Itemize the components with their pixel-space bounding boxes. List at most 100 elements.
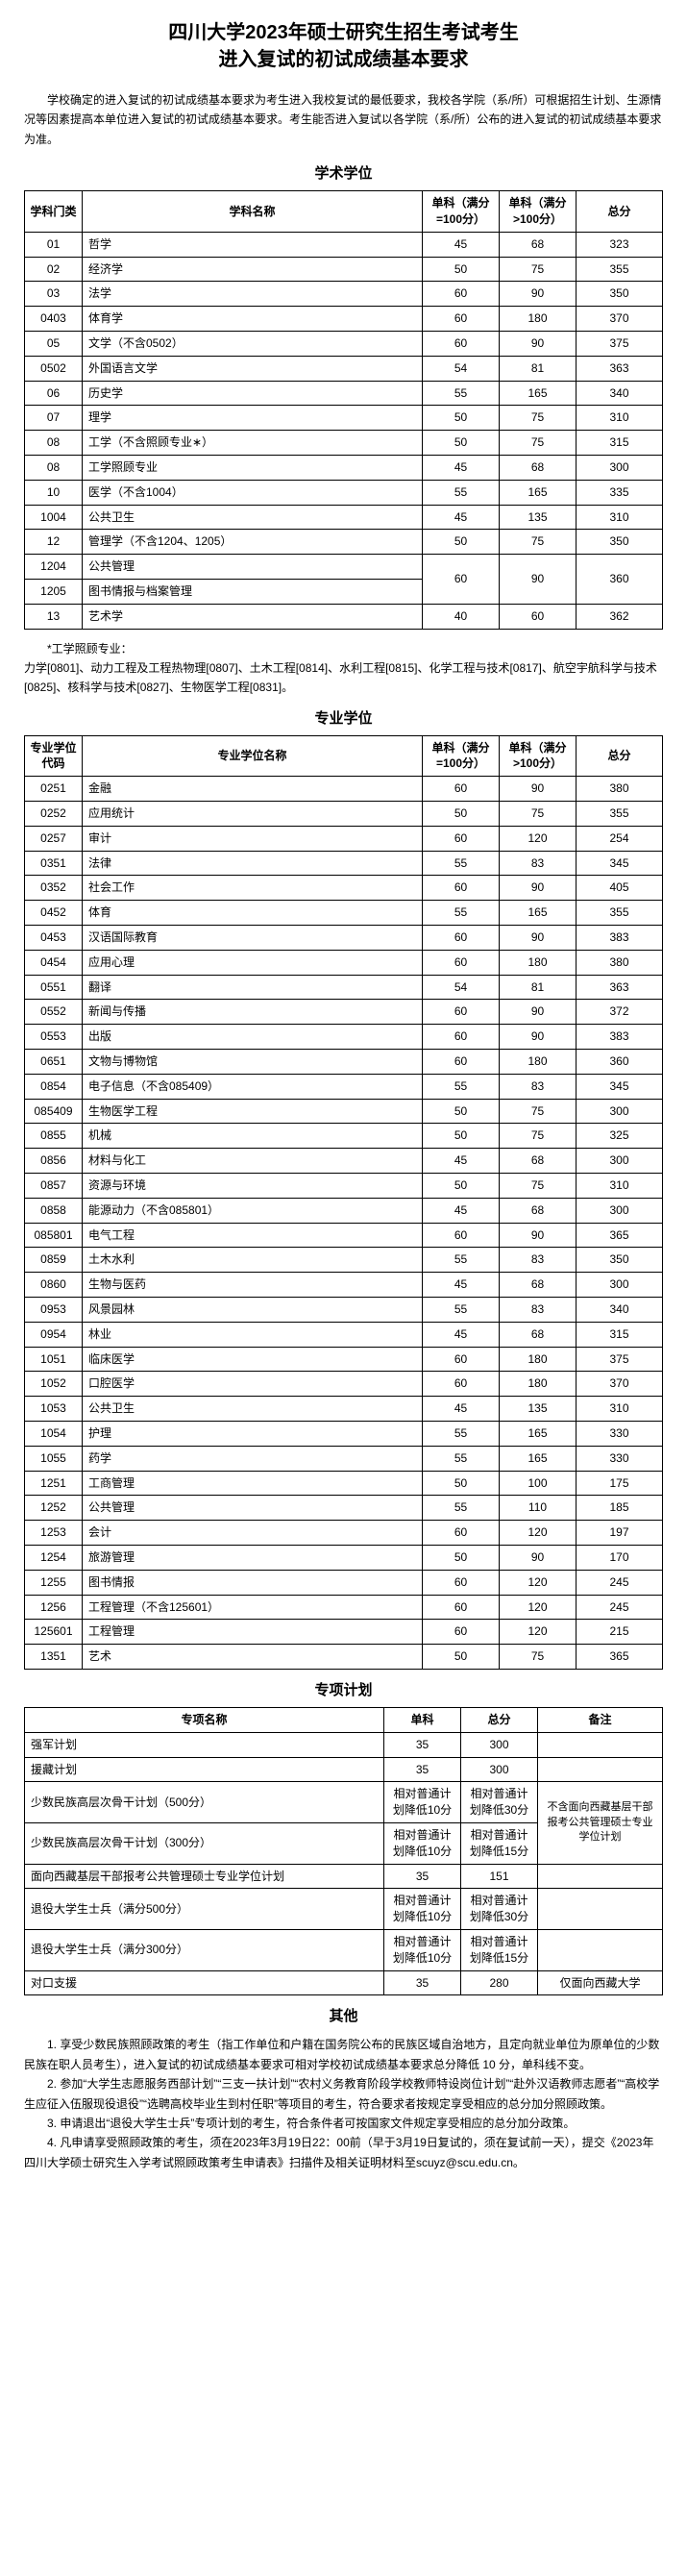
cell-s1: 45 bbox=[423, 1198, 500, 1223]
cell-remark bbox=[538, 1889, 663, 1930]
cell-name: 会计 bbox=[83, 1521, 423, 1546]
cell-name: 公共管理 bbox=[83, 1496, 423, 1521]
cell-total: 340 bbox=[577, 1298, 663, 1323]
table-row: 1204公共管理6090360 bbox=[25, 555, 663, 580]
cell-s2: 135 bbox=[500, 505, 577, 530]
th-s1: 单科（满分=100分） bbox=[423, 191, 500, 233]
cell-code: 0651 bbox=[25, 1050, 83, 1075]
cell-s2: 165 bbox=[500, 1446, 577, 1471]
cell-name: 艺术学 bbox=[83, 604, 423, 629]
table-row: 面向西藏基层干部报考公共管理硕士专业学位计划35151 bbox=[25, 1864, 663, 1889]
cell-s2: 81 bbox=[500, 975, 577, 1000]
cell-total: 相对普通计划降低15分 bbox=[461, 1929, 538, 1970]
cell-s2: 90 bbox=[500, 926, 577, 951]
cell-name: 图书情报与档案管理 bbox=[83, 579, 423, 604]
cell-total: 151 bbox=[461, 1864, 538, 1889]
other-paragraph: 3. 申请退出“退役大学生士兵”专项计划的考生，符合条件者可按国家文件规定享受相… bbox=[24, 2114, 663, 2133]
cell-total: 相对普通计划降低15分 bbox=[461, 1822, 538, 1864]
th-single: 单科 bbox=[384, 1707, 461, 1732]
cell-s2: 68 bbox=[500, 1322, 577, 1347]
cell-code: 0403 bbox=[25, 307, 83, 332]
cell-code: 0454 bbox=[25, 950, 83, 975]
cell-code: 1254 bbox=[25, 1545, 83, 1570]
table-row: 0856材料与化工4568300 bbox=[25, 1149, 663, 1174]
cell-s1: 60 bbox=[423, 1570, 500, 1595]
cell-single: 35 bbox=[384, 1970, 461, 1995]
cell-code: 0856 bbox=[25, 1149, 83, 1174]
cell-s1: 55 bbox=[423, 381, 500, 406]
page-title: 四川大学2023年硕士研究生招生考试考生 进入复试的初试成绩基本要求 bbox=[24, 19, 663, 73]
cell-s2: 90 bbox=[500, 1025, 577, 1050]
cell-s2: 90 bbox=[500, 1000, 577, 1025]
table-row: 0860生物与医药4568300 bbox=[25, 1273, 663, 1298]
th-remark: 备注 bbox=[538, 1707, 663, 1732]
cell-total: 363 bbox=[577, 975, 663, 1000]
cell-total: 197 bbox=[577, 1521, 663, 1546]
table-row: 0651文物与博物馆60180360 bbox=[25, 1050, 663, 1075]
cell-s2: 120 bbox=[500, 826, 577, 851]
cell-total: 350 bbox=[577, 282, 663, 307]
cell-s2: 120 bbox=[500, 1570, 577, 1595]
cell-name: 文学（不含0502） bbox=[83, 331, 423, 356]
cell-s1: 60 bbox=[423, 1050, 500, 1075]
cell-s1: 55 bbox=[423, 1298, 500, 1323]
cell-total: 185 bbox=[577, 1496, 663, 1521]
cell-total: 170 bbox=[577, 1545, 663, 1570]
cell-s2: 75 bbox=[500, 1174, 577, 1199]
cell-s2: 165 bbox=[500, 381, 577, 406]
table-row: 0858能源动力（不含085801）4568300 bbox=[25, 1198, 663, 1223]
cell-code: 0551 bbox=[25, 975, 83, 1000]
cell-code: 07 bbox=[25, 406, 83, 431]
cell-s2: 180 bbox=[500, 950, 577, 975]
cell-s1: 50 bbox=[423, 1545, 500, 1570]
cell-code: 0257 bbox=[25, 826, 83, 851]
cell-name: 临床医学 bbox=[83, 1347, 423, 1372]
table-row: 1251工商管理50100175 bbox=[25, 1471, 663, 1496]
cell-s2: 75 bbox=[500, 1645, 577, 1670]
cell-code: 08 bbox=[25, 431, 83, 456]
cell-s1: 45 bbox=[423, 232, 500, 257]
cell-name: 药学 bbox=[83, 1446, 423, 1471]
cell-s2: 75 bbox=[500, 1124, 577, 1149]
cell-total: 370 bbox=[577, 1372, 663, 1397]
cell-remark: 不含面向西藏基层干部报考公共管理硕士专业学位计划 bbox=[538, 1782, 663, 1864]
cell-code: 0502 bbox=[25, 356, 83, 381]
table-row: 0251金融6090380 bbox=[25, 777, 663, 802]
cell-s2: 120 bbox=[500, 1521, 577, 1546]
th-plan-name: 专项名称 bbox=[25, 1707, 384, 1732]
cell-s2: 165 bbox=[500, 1422, 577, 1447]
cell-s2: 180 bbox=[500, 1372, 577, 1397]
cell-name: 能源动力（不含085801） bbox=[83, 1198, 423, 1223]
other-paragraph: 1. 享受少数民族照顾政策的考生（指工作单位和户籍在国务院公布的民族区域自治地方… bbox=[24, 2035, 663, 2074]
cell-name: 艺术 bbox=[83, 1645, 423, 1670]
cell-total: 360 bbox=[577, 1050, 663, 1075]
cell-total: 相对普通计划降低30分 bbox=[461, 1782, 538, 1823]
cell-name: 林业 bbox=[83, 1322, 423, 1347]
table-row: 对口支援35280仅面向西藏大学 bbox=[25, 1970, 663, 1995]
cell-s1: 50 bbox=[423, 530, 500, 555]
cell-total: 355 bbox=[577, 802, 663, 827]
cell-s1: 45 bbox=[423, 1322, 500, 1347]
cell-code: 05 bbox=[25, 331, 83, 356]
footnote-title: *工学照顾专业： bbox=[24, 639, 663, 658]
cell-total: 383 bbox=[577, 1025, 663, 1050]
table-row: 退役大学生士兵（满分300分）相对普通计划降低10分相对普通计划降低15分 bbox=[25, 1929, 663, 1970]
cell-total: 310 bbox=[577, 1397, 663, 1422]
cell-total: 350 bbox=[577, 530, 663, 555]
cell-single: 35 bbox=[384, 1757, 461, 1782]
cell-s1: 45 bbox=[423, 1149, 500, 1174]
cell-name: 资源与环境 bbox=[83, 1174, 423, 1199]
table-row: 0857资源与环境5075310 bbox=[25, 1174, 663, 1199]
cell-s1: 60 bbox=[423, 1223, 500, 1248]
cell-s1: 60 bbox=[423, 876, 500, 901]
cell-code: 1204 bbox=[25, 555, 83, 580]
cell-name: 电气工程 bbox=[83, 1223, 423, 1248]
cell-single: 相对普通计划降低10分 bbox=[384, 1929, 461, 1970]
cell-total: 375 bbox=[577, 331, 663, 356]
cell-code: 1055 bbox=[25, 1446, 83, 1471]
cell-s1: 60 bbox=[423, 926, 500, 951]
cell-s1: 60 bbox=[423, 1025, 500, 1050]
cell-name: 图书情报 bbox=[83, 1570, 423, 1595]
cell-total: 300 bbox=[461, 1757, 538, 1782]
cell-s1: 55 bbox=[423, 1422, 500, 1447]
